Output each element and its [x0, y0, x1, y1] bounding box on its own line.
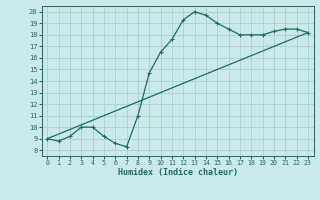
X-axis label: Humidex (Indice chaleur): Humidex (Indice chaleur) [118, 168, 237, 177]
